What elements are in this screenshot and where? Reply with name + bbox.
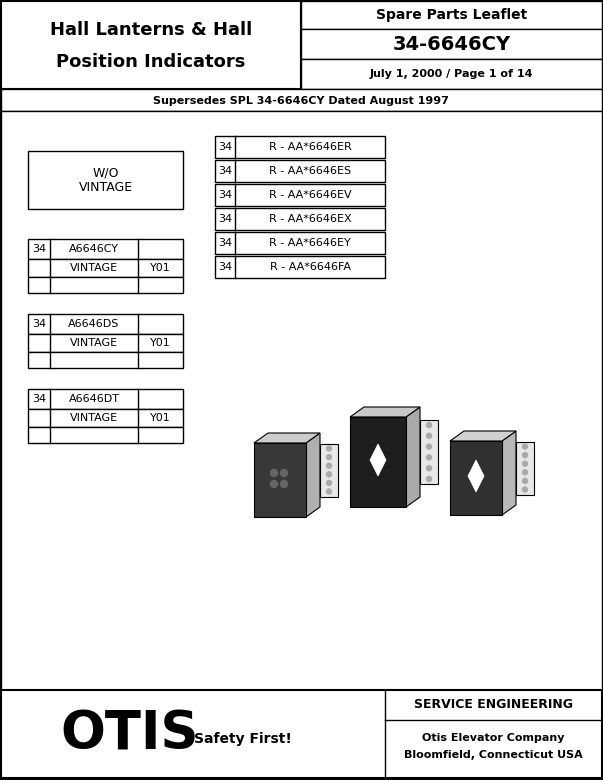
Text: R - AA*6646ES: R - AA*6646ES (269, 166, 351, 176)
Text: Position Indicators: Position Indicators (56, 53, 245, 71)
Polygon shape (254, 433, 320, 443)
Circle shape (523, 461, 528, 466)
Text: A6646CY: A6646CY (69, 244, 119, 254)
Text: 34: 34 (32, 319, 46, 329)
Bar (28, 277, 183, 293)
Bar (1, 89, 602, 111)
Text: A6646DS: A6646DS (68, 319, 119, 329)
Bar (28, 427, 183, 443)
Bar (215, 136, 385, 158)
Bar (215, 256, 385, 278)
Text: 34: 34 (32, 244, 46, 254)
Bar (215, 184, 385, 206)
Circle shape (280, 470, 288, 477)
Text: VINTAGE: VINTAGE (70, 338, 118, 348)
Bar (28, 352, 183, 368)
Text: R - AA*6646ER: R - AA*6646ER (268, 142, 352, 152)
Circle shape (326, 472, 332, 477)
Bar (450, 441, 502, 515)
Text: A6646DT: A6646DT (69, 394, 119, 404)
Bar (301, 59, 602, 89)
Text: OTIS: OTIS (61, 708, 199, 760)
Bar (420, 420, 438, 484)
Circle shape (523, 444, 528, 449)
Polygon shape (468, 476, 484, 492)
Text: 34: 34 (218, 166, 232, 176)
Text: 34: 34 (218, 262, 232, 272)
Bar (301, 1, 602, 29)
Text: Bloomfield, Connecticut USA: Bloomfield, Connecticut USA (404, 750, 583, 760)
Text: 34: 34 (218, 190, 232, 200)
Circle shape (326, 455, 332, 459)
Polygon shape (468, 460, 484, 476)
Text: Y01: Y01 (150, 263, 171, 273)
Text: Spare Parts Leaflet: Spare Parts Leaflet (376, 8, 527, 22)
Bar (1, 690, 602, 778)
Bar (350, 417, 406, 507)
Circle shape (523, 470, 528, 475)
Text: SERVICE ENGINEERING: SERVICE ENGINEERING (414, 699, 573, 711)
Circle shape (426, 466, 432, 470)
Text: Hall Lanterns & Hall: Hall Lanterns & Hall (50, 21, 252, 39)
Bar (320, 444, 338, 497)
Text: Otis Elevator Company: Otis Elevator Company (422, 733, 565, 743)
Bar (28, 314, 183, 334)
Text: R - AA*6646FA: R - AA*6646FA (270, 262, 350, 272)
Polygon shape (370, 444, 386, 460)
Text: R - AA*6646EY: R - AA*6646EY (269, 238, 351, 248)
Text: 34: 34 (218, 238, 232, 248)
Circle shape (426, 423, 432, 427)
Circle shape (326, 446, 332, 451)
Text: 34-6646CY: 34-6646CY (393, 34, 511, 54)
Circle shape (523, 478, 528, 484)
Circle shape (326, 463, 332, 468)
Circle shape (326, 489, 332, 494)
Circle shape (280, 480, 288, 488)
Bar (28, 409, 183, 427)
Polygon shape (370, 460, 386, 476)
Text: VINTAGE: VINTAGE (70, 263, 118, 273)
Circle shape (271, 480, 277, 488)
Circle shape (523, 452, 528, 458)
Bar (215, 160, 385, 182)
Bar (1, 1, 301, 89)
Text: 34: 34 (32, 394, 46, 404)
Circle shape (426, 444, 432, 449)
Bar (516, 441, 534, 495)
Circle shape (523, 487, 528, 492)
Bar (28, 259, 183, 277)
Polygon shape (306, 433, 320, 517)
Text: 34: 34 (218, 214, 232, 224)
Circle shape (426, 477, 432, 481)
Polygon shape (406, 407, 420, 507)
Circle shape (326, 480, 332, 485)
Text: R - AA*6646EX: R - AA*6646EX (269, 214, 352, 224)
Text: W/O
VINTAGE: W/O VINTAGE (78, 166, 133, 194)
Text: Supersedes SPL 34-6646CY Dated August 1997: Supersedes SPL 34-6646CY Dated August 19… (153, 96, 449, 106)
Bar (28, 239, 183, 259)
Text: Y01: Y01 (150, 338, 171, 348)
Polygon shape (350, 407, 420, 417)
Text: 34: 34 (218, 142, 232, 152)
Text: July 1, 2000 / Page 1 of 14: July 1, 2000 / Page 1 of 14 (370, 69, 533, 79)
Bar (28, 334, 183, 352)
Polygon shape (502, 431, 516, 515)
Text: VINTAGE: VINTAGE (70, 413, 118, 423)
Text: Safety First!: Safety First! (194, 732, 291, 746)
Bar (28, 151, 183, 209)
Bar (254, 443, 306, 517)
Bar (215, 208, 385, 230)
Circle shape (426, 455, 432, 460)
Text: Y01: Y01 (150, 413, 171, 423)
Bar (301, 1, 602, 89)
Polygon shape (450, 431, 516, 441)
Bar (215, 232, 385, 254)
Bar (301, 29, 602, 59)
Bar (28, 389, 183, 409)
Circle shape (426, 434, 432, 438)
Circle shape (271, 470, 277, 477)
Bar (1, 111, 602, 690)
Text: R - AA*6646EV: R - AA*6646EV (269, 190, 352, 200)
